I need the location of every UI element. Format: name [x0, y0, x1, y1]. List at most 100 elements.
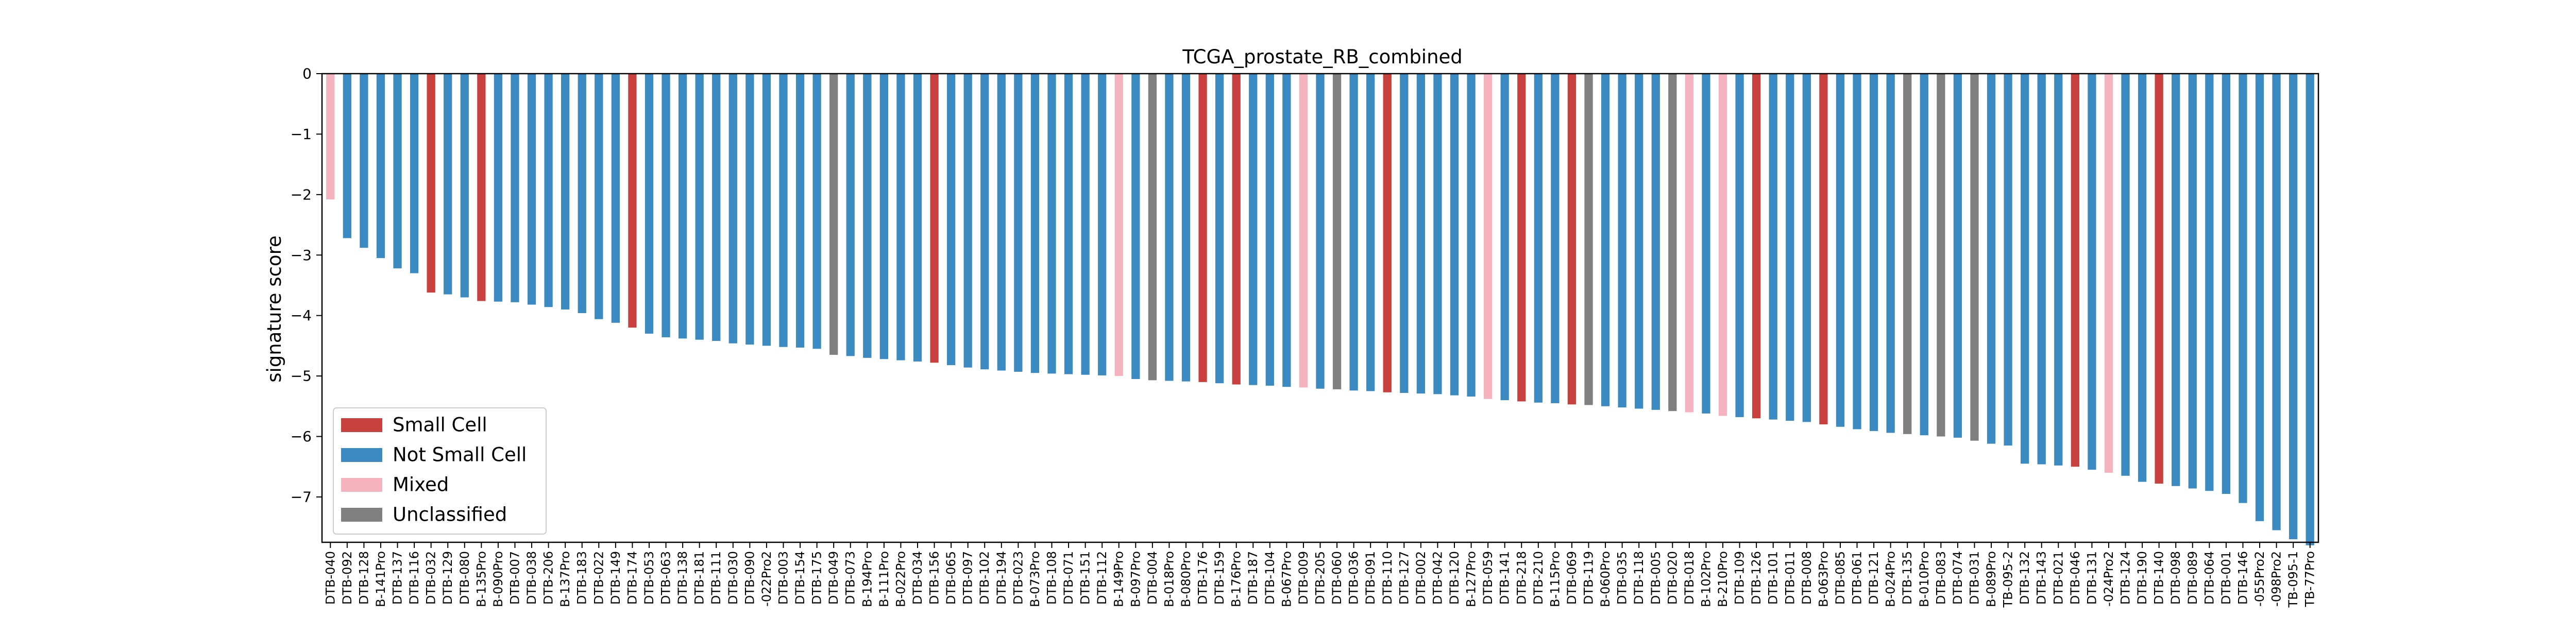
x-axis-ticks: DTB-040 DTB-092 DTB-128 B-141Pro DTB-137 DTB-…	[323, 542, 2317, 608]
x-tick-label: DTB-174	[625, 551, 639, 605]
bar-DTB-159	[1215, 74, 1224, 384]
bar-DTB-060	[1332, 74, 1342, 389]
x-tick-label: DTB-111	[709, 551, 723, 605]
x-tick-label: B-073Pro	[1028, 551, 1042, 607]
x-tick-label: DTB-089	[2185, 551, 2200, 605]
x-tick-label: DTB-046	[2068, 551, 2082, 605]
x-tick-label: DTB-001	[2219, 551, 2233, 605]
x-tick-label: DTB-104	[1263, 551, 1277, 605]
bar-DTB-183	[578, 74, 586, 313]
x-tick-label: DTB-127	[1397, 551, 1411, 605]
bar-DTB-129	[444, 74, 452, 295]
bar-DTB-121	[1869, 74, 1878, 431]
bar-DTB-009	[1299, 74, 1308, 388]
y-tick-label: −6	[291, 428, 312, 445]
bar-TB-095-1	[2289, 74, 2298, 540]
bar-B-102Pro	[1702, 74, 1710, 414]
bar-DTB-210	[1534, 74, 1543, 403]
bar-DTB-005	[1651, 74, 1660, 410]
x-tick-label: DTB-205	[1313, 551, 1328, 605]
bar-DTB-156	[930, 74, 939, 363]
bar-DTB-187	[1249, 74, 1258, 385]
x-tick-label: DTB-030	[726, 551, 740, 605]
bar-DTB-108	[1047, 74, 1056, 374]
y-tick-label: −4	[291, 307, 312, 324]
bar-DTB-089	[2188, 74, 2197, 489]
bar-DTB-104	[1265, 74, 1274, 386]
bar-DTB-175	[812, 74, 821, 349]
x-tick-label: DTB-132	[2018, 551, 2032, 605]
bar-DTB-218	[1517, 74, 1526, 402]
bar-DTB-154	[795, 74, 805, 348]
bar-B-022Pro	[896, 74, 905, 360]
bar-B-141Pro	[376, 74, 385, 259]
bar-DTB-030	[728, 74, 737, 344]
bar-DTB-128	[360, 74, 368, 248]
bar-DTB-151	[1081, 74, 1090, 375]
x-tick-label: DTB-011	[1783, 551, 1797, 605]
bar-DTB-035	[1618, 74, 1626, 408]
bar-DTB-008	[1802, 74, 1811, 422]
y-tick-label: −3	[291, 247, 312, 264]
x-tick-label: DTB-121	[1867, 551, 1881, 605]
x-tick-label: DTB-005	[1649, 551, 1663, 605]
bar-DTB-206	[544, 74, 553, 307]
x-tick-label: DTB-009	[1296, 551, 1311, 605]
x-tick-label: DTB-004	[1145, 551, 1160, 605]
bar-B-010Pro	[1920, 74, 1928, 436]
bar-B-080Pro	[1181, 74, 1191, 382]
x-tick-label: DTB-124	[2119, 551, 2133, 605]
x-tick-label: DTB-053	[642, 551, 656, 605]
bar-DTB-004	[1148, 74, 1157, 381]
bar-DTB-131	[2088, 74, 2096, 470]
bar-DTB-021	[2054, 74, 2063, 466]
bar-DTB-119	[1584, 74, 1593, 405]
bar-B-090Pro	[494, 74, 503, 302]
x-tick-label: DTB-065	[944, 551, 958, 605]
plot-frame	[321, 73, 2319, 543]
y-tick-label: −7	[291, 488, 312, 505]
x-tick-label: DTB-176	[1196, 551, 1210, 605]
bar-DTB-102	[980, 74, 989, 370]
bar-DTB-090	[745, 74, 754, 345]
bar-DTB-181	[695, 74, 704, 340]
x-tick-label: -022Pro2	[759, 551, 774, 607]
bar-B-135Pro	[477, 74, 486, 301]
bar-DTB-124	[2121, 74, 2130, 476]
x-tick-label: DTB-002	[1414, 551, 1428, 605]
x-tick-label: DTB-098	[2168, 551, 2183, 605]
x-tick-label: B-063Pro	[1816, 551, 1831, 607]
x-tick-label: DTB-090	[742, 551, 757, 605]
x-tick-label: DTB-137	[391, 551, 405, 605]
bar-DTB-069	[1567, 74, 1577, 405]
y-axis-ticks: 0 −1 −2 −3 −4 −5 −6 −7	[291, 65, 322, 505]
bar-DTB-101	[1769, 74, 1777, 420]
bar-B-073Pro	[1030, 74, 1040, 373]
bar-DTB-138	[678, 74, 687, 339]
bar-B-060Pro	[1601, 74, 1610, 406]
bar-B-115Pro	[1551, 74, 1560, 403]
legend-label-not: Not Small Cell	[393, 444, 527, 466]
bar-DTB-085	[1836, 74, 1845, 427]
bar--055Pro2	[2255, 74, 2264, 521]
bar-DTB-053	[645, 74, 654, 334]
x-tick-label: B-194Pro	[860, 551, 874, 607]
bar-DTB-176	[1198, 74, 1207, 382]
x-tick-label: DTB-112	[1095, 551, 1109, 605]
x-tick-label: DTB-128	[357, 551, 371, 605]
x-tick-label: DTB-210	[1531, 551, 1546, 605]
bar-DTB-059	[1483, 74, 1493, 399]
bar-DTB-111	[712, 74, 721, 341]
x-tick-label: DTB-175	[810, 551, 824, 605]
bar-B-063Pro	[1819, 74, 1828, 425]
x-tick-label: DTB-187	[1246, 551, 1260, 605]
bar-DTB-205	[1316, 74, 1325, 389]
x-tick-label: DTB-206	[541, 551, 556, 605]
bar-DTB-141	[1500, 74, 1509, 401]
bar-B-176Pro	[1232, 74, 1241, 385]
x-tick-label: DTB-007	[507, 551, 522, 605]
x-tick-label: B-080Pro	[1179, 551, 1193, 607]
x-tick-label: B-102Pro	[1699, 551, 1713, 607]
bar-DTB-071	[1064, 74, 1073, 374]
